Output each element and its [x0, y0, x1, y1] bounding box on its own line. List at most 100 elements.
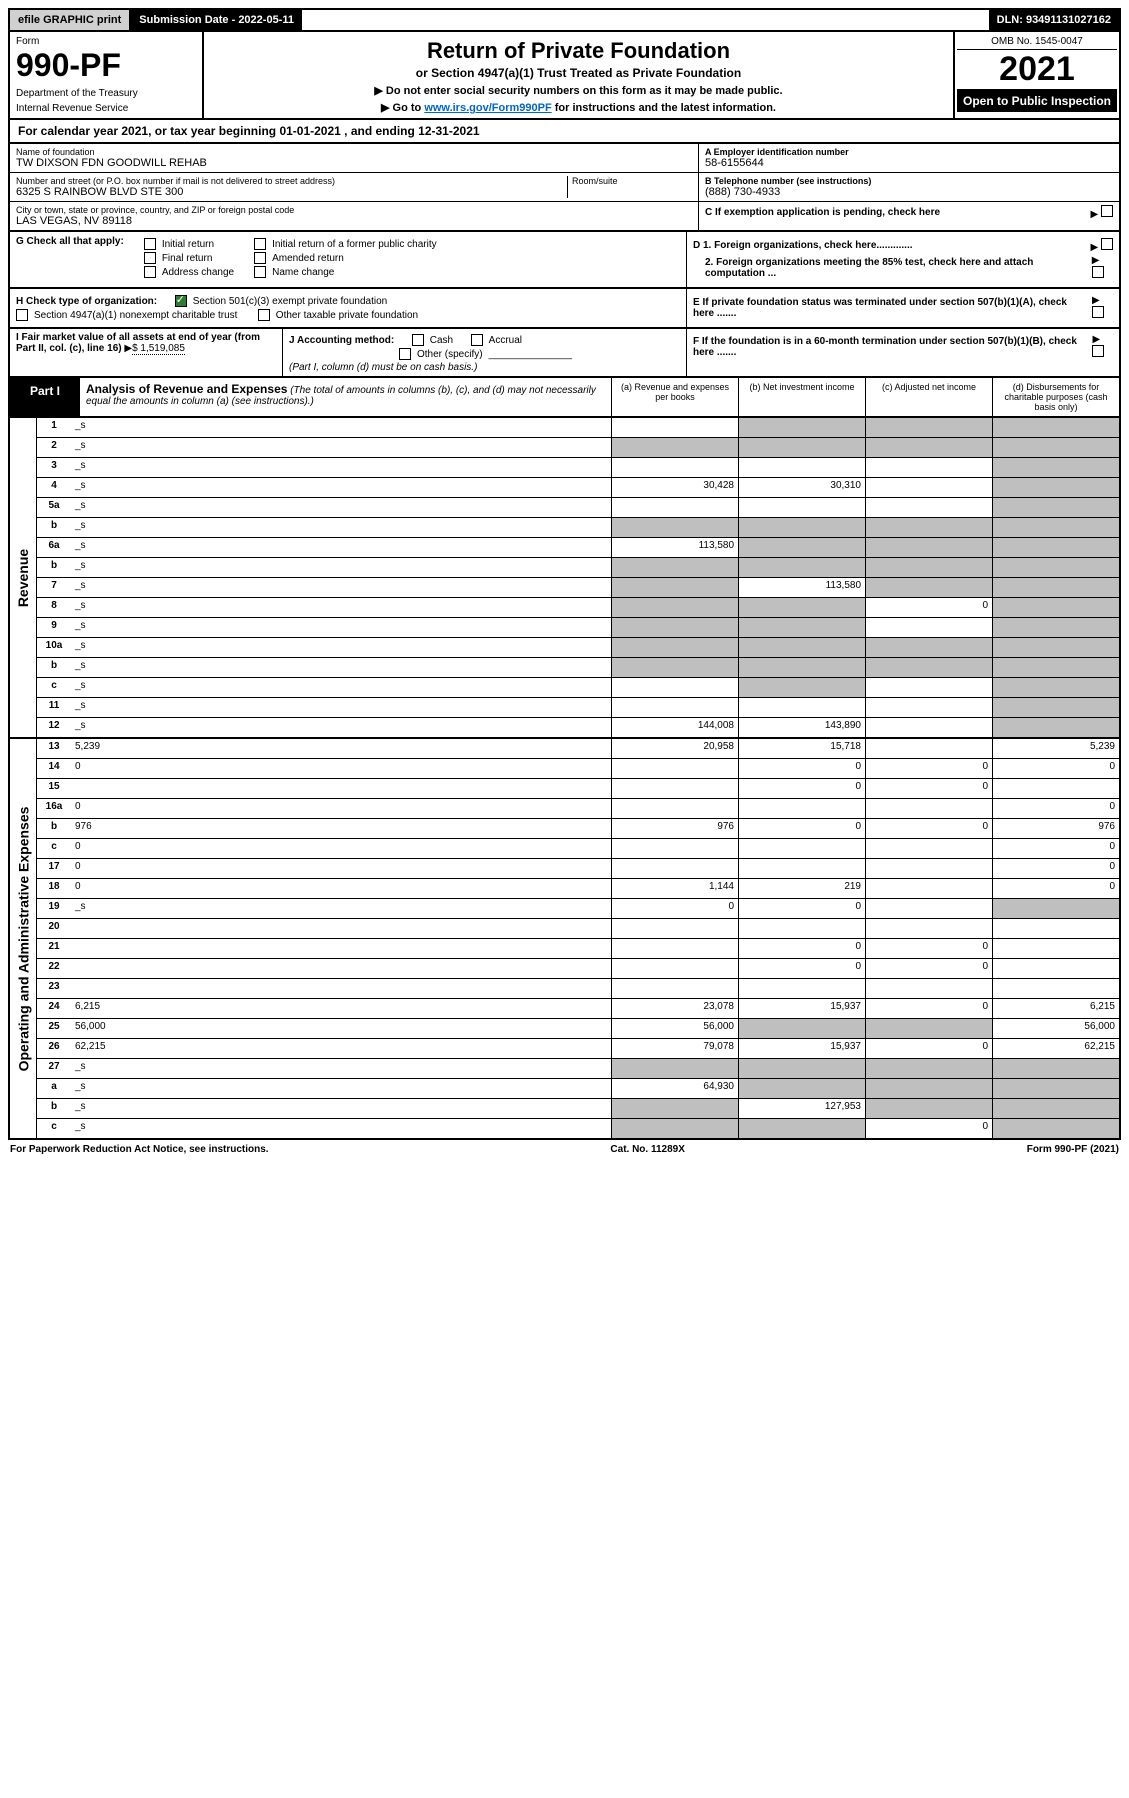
amount-cell	[738, 658, 865, 677]
line-description: _s	[71, 899, 611, 918]
line-number: 20	[37, 919, 71, 938]
revenue-rows: 1_s2_s3_s4_s30,42830,3105a_sb_s6a_s113,5…	[37, 418, 1119, 737]
table-row: 20	[37, 919, 1119, 939]
i-j-f-row: I Fair market value of all assets at end…	[8, 329, 1121, 378]
amount-cell	[992, 698, 1119, 717]
amount-cell: 62,215	[992, 1039, 1119, 1058]
h-opt-501c3: Section 501(c)(3) exempt private foundat…	[193, 296, 388, 307]
amount-cell	[738, 438, 865, 457]
line-number: 4	[37, 478, 71, 497]
amount-cell: 0	[865, 598, 992, 617]
amount-cell: 0	[865, 999, 992, 1018]
g-final-checkbox[interactable]	[144, 252, 156, 264]
j-other-checkbox[interactable]	[399, 348, 411, 360]
amount-cell	[992, 678, 1119, 697]
line-number: 13	[37, 739, 71, 758]
amount-cell	[865, 438, 992, 457]
amount-cell	[992, 598, 1119, 617]
amount-cell: 0	[738, 759, 865, 778]
g-initial-checkbox[interactable]	[144, 238, 156, 250]
table-row: 3_s	[37, 458, 1119, 478]
table-row: 8_s0	[37, 598, 1119, 618]
amount-cell	[611, 799, 738, 818]
h-other-checkbox[interactable]	[258, 309, 270, 321]
amount-cell: 0	[865, 1119, 992, 1138]
amount-cell: 0	[992, 839, 1119, 858]
h-opt-4947: Section 4947(a)(1) nonexempt charitable …	[34, 310, 237, 321]
table-row: a_s64,930	[37, 1079, 1119, 1099]
table-row: 5a_s	[37, 498, 1119, 518]
d2-label: 2. Foreign organizations meeting the 85%…	[705, 257, 1033, 279]
amount-cell	[611, 498, 738, 517]
amount-cell	[865, 618, 992, 637]
col-b-head: (b) Net investment income	[738, 378, 865, 416]
amount-cell: 0	[738, 899, 865, 918]
amount-cell	[738, 839, 865, 858]
irs-link[interactable]: www.irs.gov/Form990PF	[424, 102, 551, 114]
table-row: 1_s	[37, 418, 1119, 438]
j-cash-checkbox[interactable]	[412, 334, 424, 346]
amount-cell	[738, 518, 865, 537]
amount-cell	[738, 458, 865, 477]
line-description: _s	[71, 1099, 611, 1118]
g-former-checkbox[interactable]	[254, 238, 266, 250]
expenses-table: Operating and Administrative Expenses 13…	[8, 739, 1121, 1140]
amount-cell	[865, 498, 992, 517]
table-row: c_s	[37, 678, 1119, 698]
part1-desc: Analysis of Revenue and Expenses (The to…	[80, 378, 611, 416]
amount-cell	[865, 638, 992, 657]
line-description: _s	[71, 578, 611, 597]
form-title: Return of Private Foundation	[208, 38, 949, 64]
d2-checkbox[interactable]	[1092, 266, 1104, 278]
name-cell: Name of foundation TW DIXSON FDN GOODWIL…	[10, 144, 698, 173]
amount-cell	[611, 1059, 738, 1078]
amount-cell	[738, 979, 865, 998]
table-row: 135,23920,95815,7185,239	[37, 739, 1119, 759]
amount-cell: 0	[738, 939, 865, 958]
c-checkbox[interactable]	[1101, 205, 1113, 217]
form-title-block: Return of Private Foundation or Section …	[204, 32, 953, 118]
amount-cell	[865, 518, 992, 537]
amount-cell	[738, 618, 865, 637]
amount-cell: 976	[992, 819, 1119, 838]
h-501c3-checkbox[interactable]	[175, 295, 187, 307]
entity-info: Name of foundation TW DIXSON FDN GOODWIL…	[8, 144, 1121, 232]
e-checkbox[interactable]	[1092, 306, 1104, 318]
amount-cell	[992, 498, 1119, 517]
h-4947-checkbox[interactable]	[16, 309, 28, 321]
ein-label: A Employer identification number	[705, 147, 849, 157]
line-number: 14	[37, 759, 71, 778]
street-address: 6325 S RAINBOW BLVD STE 300	[16, 186, 567, 198]
amount-cell: 5,239	[992, 739, 1119, 758]
table-row: 19_s00	[37, 899, 1119, 919]
j-accrual-checkbox[interactable]	[471, 334, 483, 346]
line-description: _s	[71, 438, 611, 457]
f-checkbox[interactable]	[1092, 345, 1104, 357]
j-opt-accrual: Accrual	[489, 335, 522, 346]
amount-cell: 15,718	[738, 739, 865, 758]
amount-cell	[992, 1099, 1119, 1118]
g-address-checkbox[interactable]	[144, 266, 156, 278]
amount-cell	[865, 1019, 992, 1038]
amount-cell: 30,428	[611, 478, 738, 497]
amount-cell: 113,580	[738, 578, 865, 597]
amount-cell: 30,310	[738, 478, 865, 497]
part1-header: Part I Analysis of Revenue and Expenses …	[8, 378, 1121, 418]
amount-cell	[992, 779, 1119, 798]
e-block: E If private foundation status was termi…	[687, 289, 1119, 327]
d-block: D 1. Foreign organizations, check here..…	[687, 232, 1119, 287]
amount-cell	[611, 779, 738, 798]
efile-print-button[interactable]: efile GRAPHIC print	[10, 10, 131, 30]
amount-cell	[738, 498, 865, 517]
form-number: 990-PF	[16, 47, 196, 84]
amount-cell	[992, 578, 1119, 597]
g-amended-checkbox[interactable]	[254, 252, 266, 264]
amount-cell	[865, 979, 992, 998]
d1-checkbox[interactable]	[1101, 238, 1113, 250]
g-name-checkbox[interactable]	[254, 266, 266, 278]
amount-cell	[992, 618, 1119, 637]
line-description	[71, 959, 611, 978]
g-opt-address: Address change	[162, 267, 234, 278]
line-number: 9	[37, 618, 71, 637]
table-row: 1801,1442190	[37, 879, 1119, 899]
